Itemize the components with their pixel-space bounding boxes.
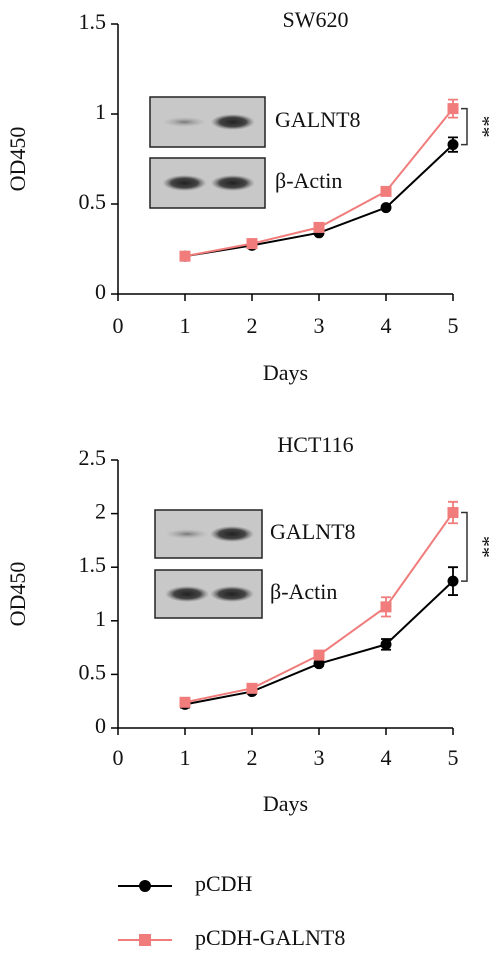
blot-band — [165, 586, 210, 602]
y-tick-label: 2.5 — [79, 445, 107, 470]
blot-label: GALNT8 — [270, 519, 356, 544]
x-tick-label: 5 — [448, 313, 459, 338]
x-tick-label: 2 — [247, 313, 258, 338]
marker — [179, 250, 191, 262]
y-axis-label: OD450 — [5, 562, 30, 627]
marker — [380, 202, 392, 214]
marker — [380, 638, 392, 650]
marker — [447, 507, 459, 519]
significance-bracket — [461, 511, 468, 582]
x-tick-label: 2 — [247, 745, 258, 770]
y-tick-label: 1 — [95, 606, 106, 631]
chart-title: SW620 — [283, 7, 349, 32]
blot-band — [165, 529, 210, 539]
x-tick-label: 1 — [180, 745, 191, 770]
y-tick-label: 2 — [95, 499, 106, 524]
x-axis-label: Days — [263, 791, 308, 816]
y-tick-label: 1.5 — [79, 9, 107, 34]
y-tick-label: 0 — [95, 279, 106, 304]
marker — [246, 238, 258, 250]
marker — [313, 658, 325, 670]
x-axis-label: Days — [263, 360, 308, 385]
marker — [447, 139, 459, 151]
y-tick-label: 1.5 — [79, 552, 107, 577]
marker — [313, 649, 325, 661]
legend-label: pCDH — [195, 871, 253, 896]
blot-band — [162, 175, 207, 191]
blot-label: β-Actin — [270, 579, 337, 604]
legend-marker — [139, 934, 151, 946]
blot-band — [210, 526, 255, 542]
marker — [447, 103, 459, 115]
y-tick-label: 0 — [95, 713, 106, 738]
chart-title: HCT116 — [277, 432, 353, 457]
marker — [313, 221, 325, 233]
x-tick-label: 0 — [113, 745, 124, 770]
blot-band — [210, 114, 255, 130]
x-tick-label: 5 — [448, 745, 459, 770]
significance-label: ** — [471, 536, 489, 558]
x-tick-label: 0 — [113, 313, 124, 338]
y-tick-label: 0.5 — [79, 659, 107, 684]
x-tick-label: 4 — [381, 313, 392, 338]
legend-marker — [139, 880, 151, 892]
x-tick-label: 3 — [314, 313, 325, 338]
blot-band — [162, 117, 207, 127]
blot-band — [210, 175, 255, 191]
significance-label: ** — [471, 116, 489, 138]
x-tick-label: 3 — [314, 745, 325, 770]
y-axis-label: OD450 — [5, 127, 30, 192]
blot-label: β-Actin — [275, 168, 342, 193]
marker — [380, 601, 392, 613]
blot-label: GALNT8 — [275, 107, 361, 132]
blot-band — [210, 586, 255, 602]
marker — [179, 696, 191, 708]
marker — [380, 185, 392, 197]
y-tick-label: 1 — [95, 99, 106, 124]
marker — [447, 575, 459, 587]
x-tick-label: 1 — [180, 313, 191, 338]
x-tick-label: 4 — [381, 745, 392, 770]
y-tick-label: 0.5 — [79, 189, 107, 214]
legend-label: pCDH-GALNT8 — [195, 925, 345, 950]
marker — [246, 682, 258, 694]
significance-bracket — [461, 107, 468, 146]
